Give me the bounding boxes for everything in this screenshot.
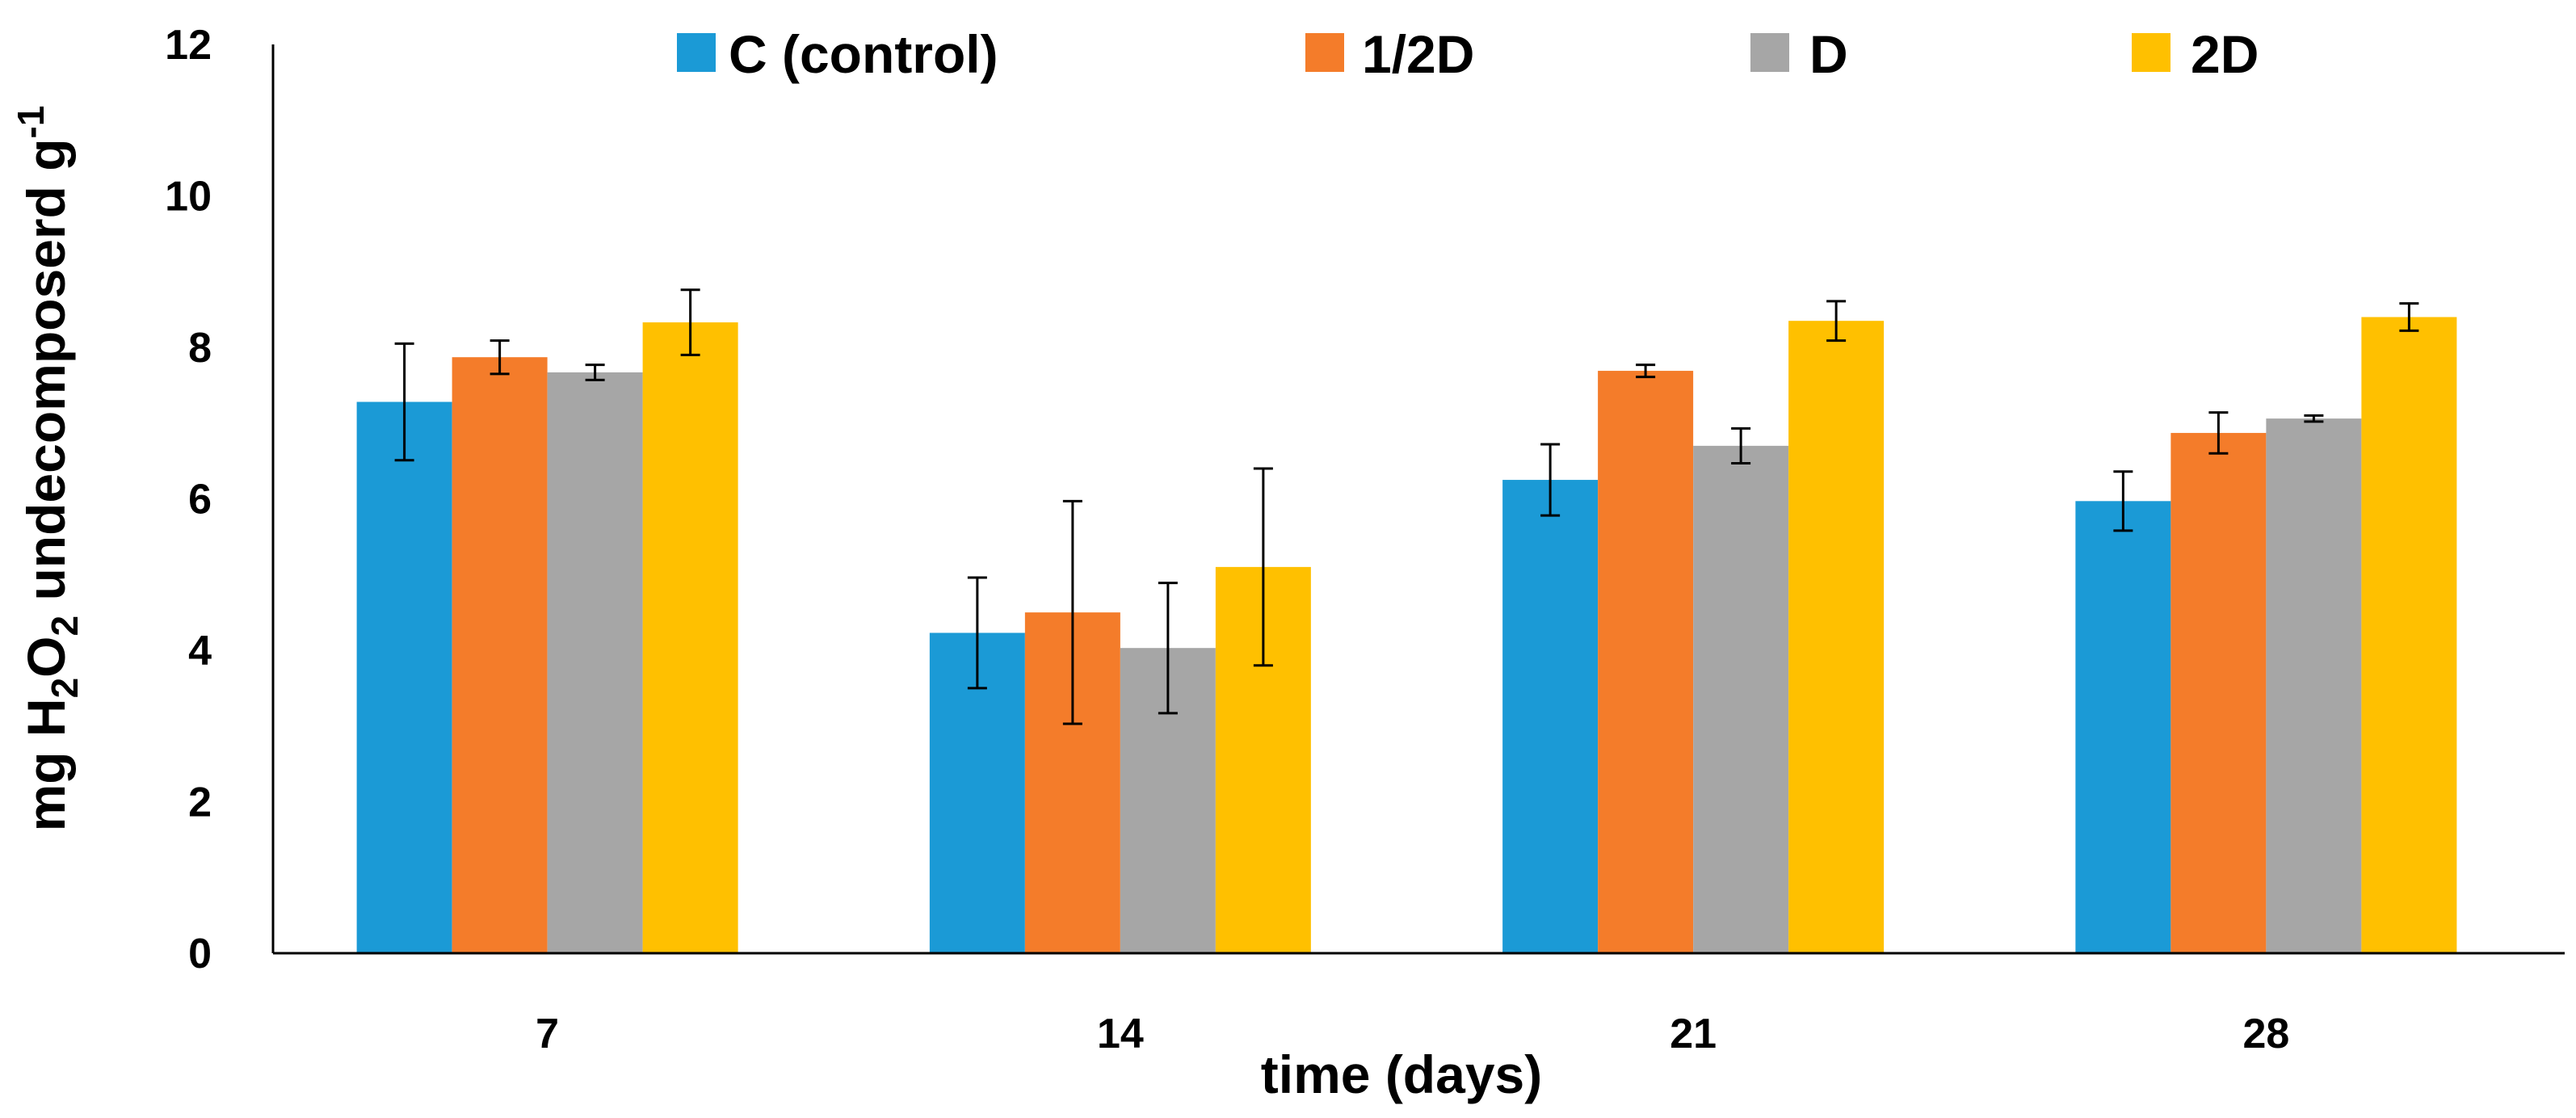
y-axis-title: mg H2O2 undecomposerd g-1: [10, 106, 86, 832]
bar: [1502, 480, 1599, 953]
legend-label: 2D: [2191, 24, 2259, 84]
x-axis-ticks: 7 14 21 28: [536, 1011, 2289, 1057]
y-tick-label: 6: [188, 477, 212, 523]
legend-swatch: [677, 33, 716, 72]
y-tick-label: 2: [188, 780, 212, 826]
bar: [547, 372, 643, 953]
x-tick-label: 28: [2242, 1011, 2289, 1057]
y-tick-label: 12: [165, 22, 212, 69]
y-tick-label: 8: [188, 325, 212, 372]
legend-swatch: [1750, 33, 1789, 72]
bar: [1788, 321, 1885, 953]
bar: [356, 401, 452, 953]
error-bars: [394, 288, 2419, 725]
y-tick-label: 0: [188, 931, 212, 977]
bar: [2266, 418, 2362, 953]
bar: [1598, 371, 1694, 953]
y-tick-label: 10: [165, 174, 212, 221]
x-tick-label: 21: [1670, 1011, 1717, 1057]
legend-swatch: [1305, 33, 1344, 72]
bar: [2361, 317, 2457, 953]
legend-swatch: [2132, 33, 2170, 72]
legend-label: D: [1809, 24, 1848, 84]
bar: [452, 357, 548, 953]
bar: [2075, 501, 2171, 953]
legend-label: 1/2D: [1362, 24, 1474, 84]
legend: C (control) 1/2D D 2D: [677, 24, 2259, 84]
x-axis-title: time (days): [1261, 1044, 1542, 1104]
bar: [642, 322, 738, 953]
bar: [1693, 445, 1789, 953]
legend-label: C (control): [729, 24, 998, 84]
bar: [2170, 432, 2267, 953]
x-tick-label: 7: [536, 1011, 559, 1057]
y-axis-ticks: 0 2 4 6 8 10 12: [165, 22, 212, 977]
y-tick-label: 4: [188, 628, 212, 675]
x-tick-label: 14: [1097, 1011, 1144, 1057]
bars: [356, 317, 2457, 953]
